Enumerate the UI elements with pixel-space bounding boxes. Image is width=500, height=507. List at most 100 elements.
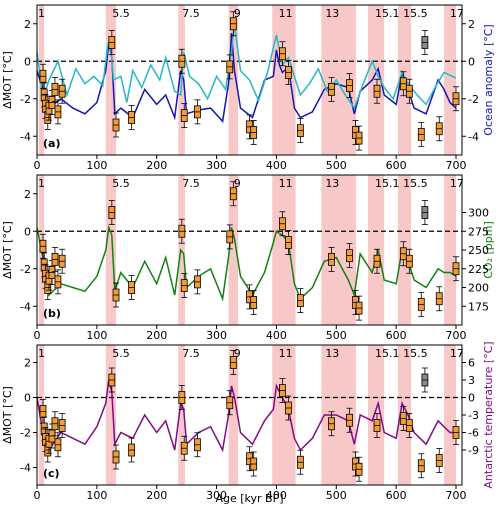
right-tick-label: 6 xyxy=(468,357,475,370)
proxy-box xyxy=(355,125,363,151)
proxy-box xyxy=(58,248,66,274)
proxy-box xyxy=(452,86,460,112)
mis-label: 1 xyxy=(38,7,45,20)
mis-band xyxy=(368,5,385,155)
mis-band xyxy=(228,5,239,155)
proxy-box xyxy=(399,406,407,431)
proxy-box xyxy=(180,103,188,129)
proxy-box xyxy=(229,11,237,37)
mis-label: 13 xyxy=(325,347,339,360)
mis-label: 15.1 xyxy=(375,7,400,20)
left-tick-label: 2 xyxy=(24,357,31,370)
left-tick-label: 2 xyxy=(24,18,31,31)
left-tick-label: -2 xyxy=(20,263,31,276)
left-axis-label: ΔMOT [°C] xyxy=(1,51,14,109)
x-tick-label: 300 xyxy=(206,489,227,502)
proxy-box xyxy=(405,248,413,274)
proxy-box xyxy=(346,73,353,99)
proxy-box xyxy=(48,260,56,285)
left-tick-label: 0 xyxy=(24,55,31,68)
x-tick-label: 400 xyxy=(266,489,287,502)
x-tick-label: 600 xyxy=(386,159,407,172)
proxy-box xyxy=(421,30,429,55)
mis-label: 15.5 xyxy=(403,7,428,20)
proxy-box xyxy=(405,413,413,438)
proxy-box xyxy=(39,63,47,89)
right-tick-label: 300 xyxy=(468,207,489,220)
proxy-box xyxy=(180,273,188,299)
mis-label: 9 xyxy=(234,347,241,360)
right-axis-label: Ocean anomaly [°C] xyxy=(482,24,495,135)
proxy-box xyxy=(250,120,258,145)
proxy-box xyxy=(452,256,460,282)
mis-label: 9 xyxy=(234,177,241,190)
proxy-box xyxy=(194,99,201,125)
proxy-box xyxy=(373,248,381,274)
left-tick-label: 0 xyxy=(24,392,31,405)
proxy-box xyxy=(373,413,381,438)
mis-label: 17 xyxy=(450,7,464,20)
right-tick-label: -3 xyxy=(468,409,479,422)
panel-b: 1 5.5 7.5 9 11 13 15.1 15.5 17 (b) ΔMOT [°C] CO₂… xyxy=(1,174,495,342)
mis-band xyxy=(444,345,457,485)
x-tick-label: 500 xyxy=(326,159,347,172)
plot-frame xyxy=(36,4,463,156)
proxy-box xyxy=(194,269,201,295)
proxy-box xyxy=(328,246,335,272)
proxy-box xyxy=(194,432,201,458)
proxy-box xyxy=(279,378,286,403)
proxy-boxes xyxy=(39,350,460,482)
proxy-box xyxy=(108,30,116,55)
mis-band xyxy=(105,345,117,485)
mis-label: 1 xyxy=(38,347,45,360)
mis-label: 7.5 xyxy=(182,177,200,190)
mis-labels: 1 5.5 7.5 9 11 13 15.1 15.5 17 xyxy=(38,7,464,20)
proxy-box xyxy=(435,116,443,142)
x-tick-label: 300 xyxy=(206,159,227,172)
line-series xyxy=(36,23,462,123)
mis-band xyxy=(444,175,457,325)
right-tick-label: -6 xyxy=(468,427,479,440)
panel-tag: (a) xyxy=(43,137,60,150)
proxy-box xyxy=(226,224,234,250)
x-tick-label: 400 xyxy=(266,329,287,342)
mis-band xyxy=(272,175,296,325)
proxy-box xyxy=(405,78,413,104)
x-tick-label: 600 xyxy=(386,489,407,502)
proxy-box xyxy=(279,211,286,237)
proxy-boxes xyxy=(39,181,460,321)
proxy-box xyxy=(229,181,237,207)
x-tick-label: 100 xyxy=(86,329,107,342)
proxy-box xyxy=(296,118,304,144)
mis-label: 7.5 xyxy=(182,347,200,360)
mis-band xyxy=(368,175,385,325)
mis-label: 5.5 xyxy=(112,7,129,20)
x-axis-label: Age [kyr BP] xyxy=(215,492,283,505)
panel-tag: (c) xyxy=(43,467,60,480)
left-tick-label: 0 xyxy=(24,225,31,238)
right-tick-label: 175 xyxy=(468,300,489,313)
proxy-box xyxy=(39,233,47,259)
proxy-box xyxy=(296,449,304,475)
mis-label: 13 xyxy=(325,177,339,190)
mis-band xyxy=(272,5,296,155)
proxy-box xyxy=(373,78,381,104)
x-tick-label: 0 xyxy=(34,159,41,172)
proxy-box xyxy=(346,243,353,269)
panel-c: 1 5.5 7.5 9 11 13 15.1 15.5 17 (c) ΔMOT [°C] Ant… xyxy=(1,341,495,502)
right-axis-label: Antarctic temperature [°C] xyxy=(482,341,495,488)
left-axis-label: ΔMOT [°C] xyxy=(1,221,14,279)
mis-label: 11 xyxy=(279,347,293,360)
mis-label: 15.1 xyxy=(375,177,400,190)
proxy-box xyxy=(421,367,429,393)
proxy-box xyxy=(399,71,407,97)
x-tick-label: 700 xyxy=(446,489,467,502)
series-line xyxy=(36,23,457,110)
x-tick-label: 700 xyxy=(446,329,467,342)
mis-label: 5.5 xyxy=(112,177,129,190)
right-tick-label: -4 xyxy=(468,130,479,143)
right-tick-label: -9 xyxy=(468,444,479,457)
proxy-box xyxy=(355,295,363,321)
proxy-box xyxy=(417,453,425,479)
